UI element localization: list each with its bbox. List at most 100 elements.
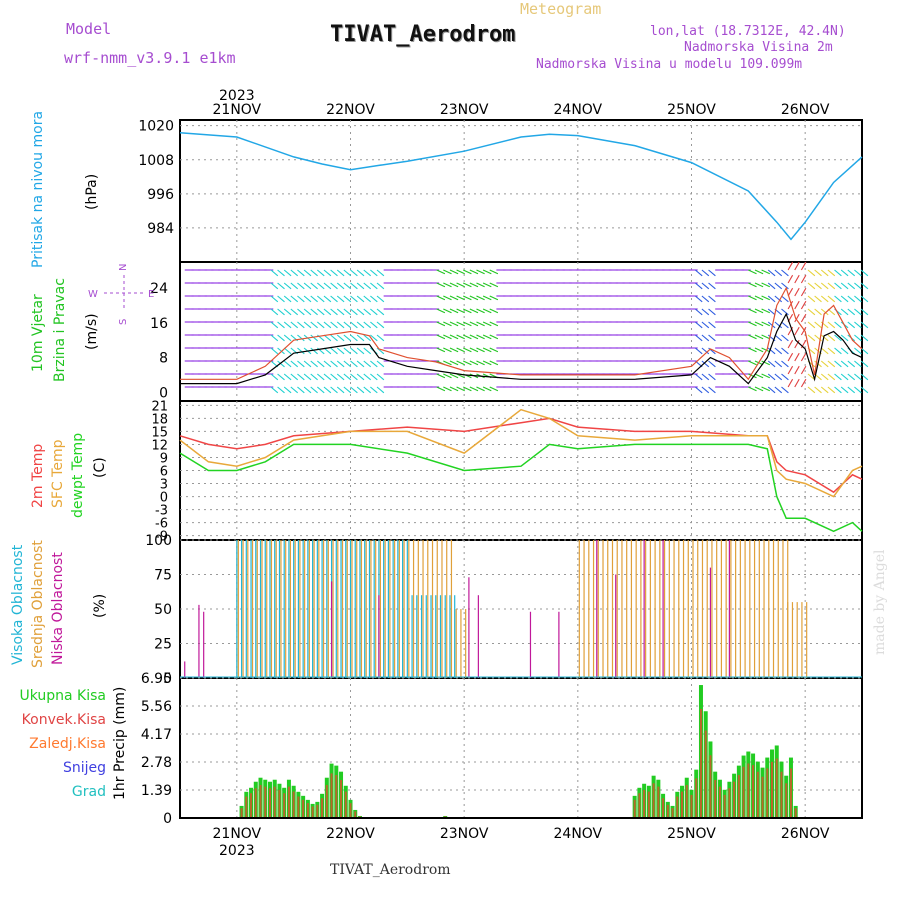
wind-arrow — [774, 334, 783, 342]
wind-arrow — [270, 373, 279, 381]
wind-arrow — [336, 282, 345, 290]
wind-arrow — [701, 360, 710, 368]
precip-tick-label: 5.56 — [141, 699, 172, 715]
wind-arrow — [834, 334, 842, 342]
wind-arrow — [456, 347, 465, 353]
wind-arrow — [350, 269, 358, 277]
wind-arrow — [462, 347, 472, 353]
wind-arrow — [370, 295, 378, 303]
wind-arrow — [694, 347, 703, 355]
wind-arrow — [343, 347, 352, 355]
wind-arrow — [854, 282, 862, 290]
wind-arrow — [800, 352, 807, 362]
wind-arrow — [694, 269, 703, 277]
wind-arrow — [469, 308, 479, 314]
station-title: TIVAT_Aerodrom — [330, 22, 516, 47]
precip-conv-bar — [752, 765, 755, 818]
wind-arrow — [860, 334, 869, 342]
wind-arrow — [774, 295, 783, 303]
wind-arrow — [316, 295, 325, 303]
wind-arrow — [820, 308, 829, 316]
wind-arrow — [827, 282, 836, 290]
wind-arrow — [767, 321, 776, 329]
wind-arrow — [754, 308, 764, 314]
wind-arrow — [489, 334, 499, 340]
cloud-tick-label: 0 — [163, 671, 172, 687]
wind-arrow — [701, 347, 710, 355]
precip-conv-bar — [278, 789, 281, 818]
wind-arrow — [370, 360, 378, 368]
wind-arrow — [820, 360, 829, 368]
temp-line-2m — [179, 417, 863, 494]
wind-arrow — [489, 347, 499, 353]
wind-arrow — [376, 373, 385, 381]
temp-tick-label: 15 — [151, 425, 168, 440]
wind-arrow — [701, 295, 710, 303]
compass-north: N — [118, 264, 129, 271]
wind-arrow — [277, 295, 285, 303]
temp-tick-label: 0 — [160, 491, 168, 506]
wind-arrow — [350, 373, 358, 381]
wind-arrow — [343, 295, 352, 303]
temp-tick-label: -3 — [155, 504, 168, 519]
cloud-ylabel-high: Visoka Oblacnost — [10, 544, 26, 665]
model-altitude-text: Nadmorska Visina u modelu 109.099m — [536, 57, 803, 72]
wind-arrow — [800, 313, 807, 323]
wind-arrow — [489, 360, 499, 366]
wind-arrow — [787, 300, 794, 310]
wind-arrow — [469, 386, 479, 392]
precip-conv-bar — [728, 788, 731, 818]
wind-arrow — [767, 308, 776, 316]
wind-arrow — [356, 282, 365, 290]
wind-arrow — [310, 269, 318, 277]
wind-arrow — [794, 261, 800, 271]
wind-arrow — [774, 347, 783, 355]
wind-arrow — [436, 295, 446, 301]
wind-arrow — [303, 321, 312, 329]
wind-arrow — [316, 386, 325, 394]
wind-arrow — [316, 360, 325, 368]
wind-arrow — [297, 308, 305, 316]
wind-arrow — [476, 269, 485, 275]
wind-arrow — [469, 295, 479, 301]
wind-arrow — [449, 308, 459, 314]
wind-arrow — [794, 352, 800, 362]
wind-arrow — [350, 282, 358, 290]
precip-conv-bar — [657, 786, 660, 818]
precip-conv-bar — [306, 803, 309, 818]
wind-arrow — [847, 282, 856, 290]
wind-arrow — [847, 269, 856, 277]
wind-unit-label: (m/s) — [84, 313, 100, 350]
wind-arrow — [376, 321, 385, 329]
wind-arrow — [807, 282, 816, 290]
wind-arrow — [336, 295, 345, 303]
lonlat-text: lon,lat (18.7312E, 42.4N) — [650, 24, 846, 39]
cloud-ylabel-low: Niska Oblacnost — [50, 552, 66, 665]
temp-tick-label: 6 — [160, 465, 168, 480]
wind-arrow — [443, 269, 452, 275]
wind-arrow — [860, 347, 869, 355]
precip-conv-bar — [789, 768, 792, 818]
cloud-tick-label: 50 — [154, 602, 172, 618]
compass-south: S — [118, 319, 129, 325]
wind-arrow — [277, 308, 285, 316]
wind-arrow — [860, 321, 869, 329]
wind-arrow — [701, 282, 710, 290]
wind-arrow — [376, 360, 385, 368]
precip-conv-bar — [756, 771, 759, 818]
wind-arrow — [814, 282, 822, 290]
wind-arrow — [290, 269, 299, 277]
wind-arrow — [456, 269, 465, 275]
wind-arrow — [800, 261, 807, 271]
wind-arrow — [277, 269, 285, 277]
wind-arrow — [350, 360, 358, 368]
wind-arrow — [449, 373, 459, 379]
precip-conv-bar — [662, 798, 665, 818]
precip-conv-bar — [259, 784, 262, 818]
precip-conv-bar — [335, 775, 338, 818]
wind-arrow — [708, 360, 716, 368]
temp-line-sfc — [179, 408, 863, 498]
wind-arrow — [708, 334, 716, 342]
wind-arrow — [476, 295, 485, 301]
